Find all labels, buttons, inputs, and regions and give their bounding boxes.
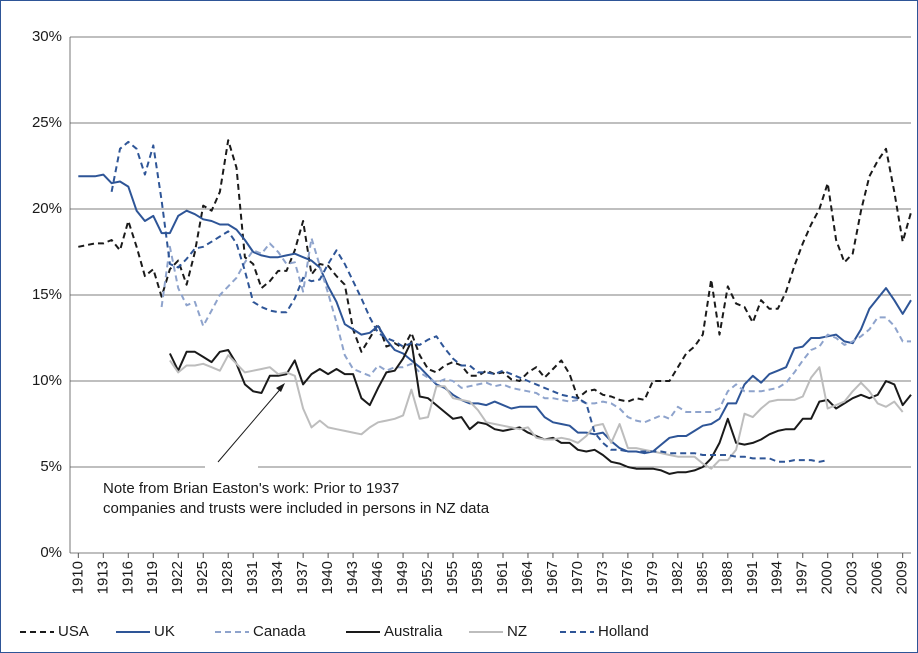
x-tick-label: 1946	[369, 561, 386, 594]
series-line	[78, 173, 912, 455]
y-tick-label: 20%	[32, 200, 62, 217]
x-tick-label: 1943	[344, 561, 361, 594]
series-line	[78, 139, 912, 403]
legend-label: UK	[154, 623, 175, 640]
x-tick-label: 2003	[844, 561, 861, 594]
x-tick-label: 1952	[419, 561, 436, 594]
y-tick-label: 5%	[40, 458, 62, 475]
x-tick-label: 1976	[619, 561, 636, 594]
x-tick-label: 2006	[869, 561, 886, 594]
axes: 0% 5% 10% 15% 20% 25% 30% 1910 1913 1916 1919 1922 1…	[32, 28, 911, 594]
annotation-box	[205, 462, 258, 472]
x-tick-label: 1949	[394, 561, 411, 594]
x-tick-label: 1928	[219, 561, 236, 594]
x-tick-label: 1931	[244, 561, 261, 594]
legend-label: Holland	[598, 623, 649, 640]
x-tick-label: 1964	[519, 561, 536, 594]
x-tick-label: 1913	[94, 561, 111, 594]
x-tick-label: 1925	[194, 561, 211, 594]
legend: USA UK Canada Australia NZ Holland	[20, 623, 649, 640]
y-tick-label: 15%	[32, 286, 62, 303]
x-tick-label: 1922	[169, 561, 186, 594]
x-tick-label: 1940	[319, 561, 336, 594]
y-tick-label: 25%	[32, 114, 62, 131]
x-tick-label: 1916	[119, 561, 136, 594]
x-tick-label: 1934	[269, 561, 286, 594]
arrow-head	[276, 383, 285, 392]
series-line	[169, 354, 904, 470]
x-tick-label: 1991	[744, 561, 761, 594]
x-tick-label: 1919	[144, 561, 161, 594]
x-tick-label: 1988	[719, 561, 736, 594]
x-tick-label: 1994	[769, 561, 786, 594]
x-tick-label: 1973	[594, 561, 611, 594]
legend-label: USA	[58, 623, 89, 640]
x-tick-label: 1937	[294, 561, 311, 594]
x-tick-label: 1958	[469, 561, 486, 594]
annotation: Note from Brian Easton's work: Prior to …	[103, 383, 490, 517]
annotation-text: Note from Brian Easton's work: Prior to …	[103, 480, 399, 497]
x-tick-label: 1985	[694, 561, 711, 594]
plot	[78, 139, 912, 475]
annotation-arrow	[217, 385, 284, 463]
x-tick-label: 1967	[544, 561, 561, 594]
legend-label: NZ	[507, 623, 527, 640]
y-tick-label: 0%	[40, 544, 62, 561]
x-tick-label: 2000	[819, 561, 836, 594]
x-tick-label: 1970	[569, 561, 586, 594]
x-tick-label: 1961	[494, 561, 511, 594]
x-tick-label: 1982	[669, 561, 686, 594]
x-tick-label: 1997	[794, 561, 811, 594]
annotation-text: companies and trusts were included in pe…	[103, 500, 490, 517]
x-tick-label: 1910	[69, 561, 86, 594]
x-tick-label: 1979	[644, 561, 661, 594]
y-tick-label: 10%	[32, 372, 62, 389]
x-tick-label: 1955	[444, 561, 461, 594]
y-tick-label: 30%	[32, 28, 62, 45]
legend-label: Australia	[384, 623, 443, 640]
legend-label: Canada	[253, 623, 306, 640]
series-line	[160, 237, 911, 424]
x-tick-label: 2009	[894, 561, 911, 594]
